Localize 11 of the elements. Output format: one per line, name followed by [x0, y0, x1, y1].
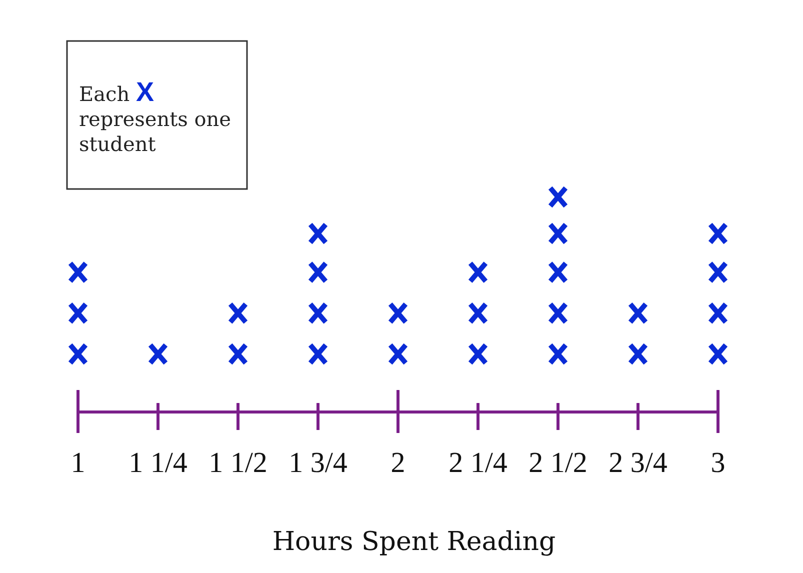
text: Each X represents one student: [79, 77, 232, 156]
x-tick-label: 2 1/2: [528, 447, 588, 479]
x-tick-label: 1 1/2: [208, 447, 268, 479]
x-tick-label: 1: [70, 447, 86, 479]
x-tick-label: 2 3/4: [608, 447, 668, 479]
x-tick-label: 2 1/4: [448, 447, 508, 479]
x-tick-label: 3: [710, 447, 726, 479]
x-axis-title: Hours Spent Reading: [272, 527, 556, 557]
x-tick-label: 1 1/4: [128, 447, 188, 479]
x-tick-label: 2: [390, 447, 406, 479]
x-tick-label: 1 3/4: [288, 447, 348, 479]
